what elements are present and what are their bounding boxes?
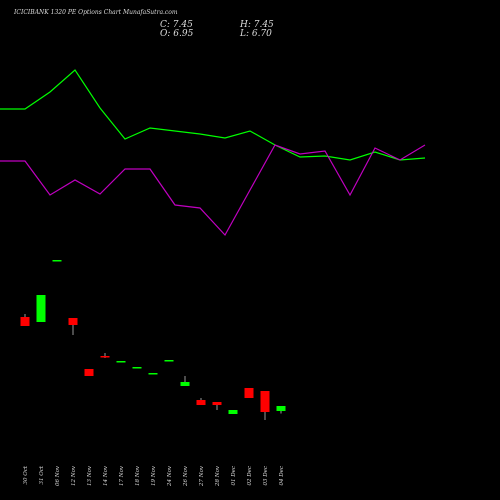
x-tick-label: 14 Nov <box>103 465 109 486</box>
indicator-line <box>0 144 426 237</box>
candle-body <box>100 356 110 358</box>
candle-body <box>52 260 62 262</box>
x-tick-label: 26 Nov <box>183 465 189 487</box>
x-tick-label: 06 Nov <box>55 465 61 486</box>
candle-body <box>244 388 254 398</box>
x-tick-label: 13 Nov <box>87 465 93 486</box>
indicator-line <box>0 69 426 161</box>
x-tick-label: 24 Nov <box>167 465 173 487</box>
candle-body <box>260 391 270 412</box>
x-tick-label: 30 Oct <box>23 465 29 484</box>
candle-body <box>276 406 286 411</box>
chart-title: ICICIBANK 1320 PE Options Chart MunafaSu… <box>13 9 178 16</box>
x-tick-label: 03 Dec <box>263 466 269 486</box>
close-label: C: 7.45 <box>160 20 193 30</box>
x-tick-label: 28 Nov <box>215 465 221 487</box>
x-tick-label: 04 Dec <box>279 466 285 486</box>
high-label: H: 7.45 <box>239 20 274 30</box>
candle-body <box>228 410 238 414</box>
open-label: O: 6.95 <box>160 29 194 39</box>
x-tick-label: 01 Dec <box>231 466 237 486</box>
x-tick-label: 18 Nov <box>135 465 141 486</box>
candle-body <box>36 295 46 322</box>
candle-body <box>20 317 30 326</box>
candle-body <box>212 402 222 405</box>
candle-body <box>132 367 142 369</box>
x-tick-label: 19 Nov <box>151 465 157 486</box>
x-tick-label: 02 Dec <box>247 466 253 486</box>
candle-body <box>68 318 78 325</box>
x-tick-label: 12 Nov <box>71 465 77 486</box>
candle-body <box>196 400 206 405</box>
x-tick-label: 27 Nov <box>199 465 205 487</box>
candle-body <box>164 360 174 362</box>
candle-body <box>116 361 126 363</box>
candle-body <box>84 369 94 376</box>
candle-body <box>148 373 158 375</box>
low-label: L: 6.70 <box>239 29 272 39</box>
x-tick-label: 17 Nov <box>119 465 125 486</box>
candle-body <box>180 382 190 386</box>
x-tick-label: 31 Oct <box>39 465 45 484</box>
